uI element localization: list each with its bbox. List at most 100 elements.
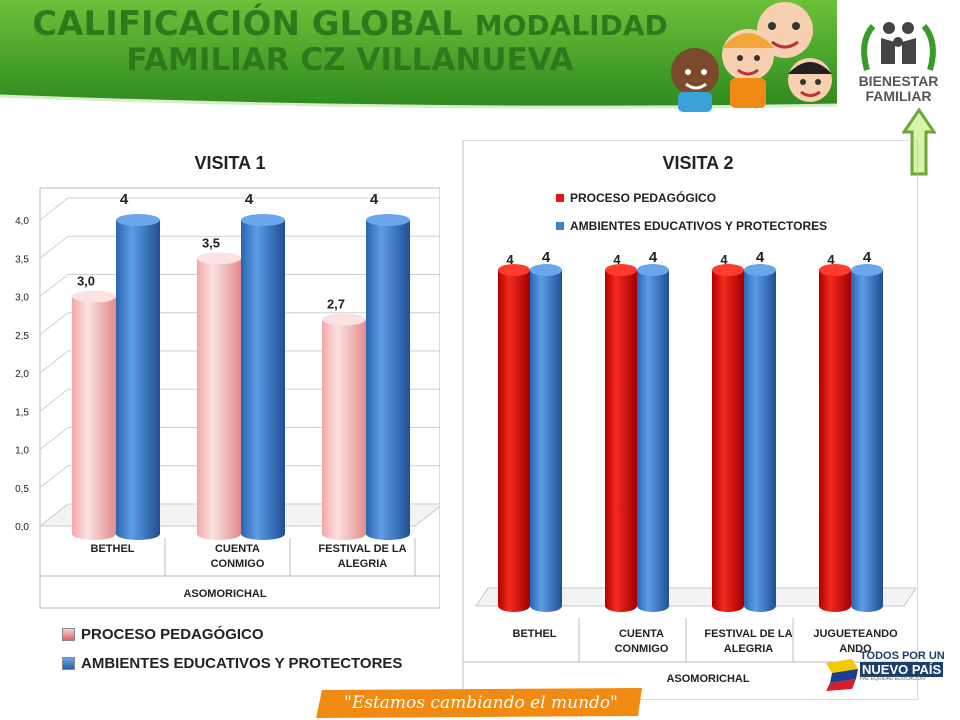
svg-text:ALEGRIA: ALEGRIA [724, 643, 774, 655]
legend-swatch [556, 222, 564, 230]
svg-text:ALEGRIA: ALEGRIA [338, 558, 388, 570]
chart2-frame [462, 140, 918, 700]
x-category-label: BETHEL [513, 628, 557, 640]
svg-text:CONMIGO: CONMIGO [615, 643, 669, 655]
title-line2: FAMILIAR CZ VILLANUEVA [126, 42, 574, 79]
data-label: 4 [756, 249, 765, 266]
gridline [39, 312, 440, 336]
legend-swatch [62, 657, 75, 670]
data-label: 4 [863, 249, 872, 266]
bar [637, 264, 669, 612]
x-category-label: FESTIVAL DE LA ALEGRIA [318, 543, 406, 570]
header-banner: CALIFICACIÓN GLOBAL MODALIDAD FAMILIAR C… [0, 0, 960, 176]
bienestar-familiar-logo: BIENESTAR FAMILIAR [837, 0, 960, 118]
gridline [39, 197, 440, 221]
page-title: CALIFICACIÓN GLOBAL MODALIDAD FAMILIAR C… [0, 4, 700, 79]
gridline [39, 388, 440, 412]
y-tick-label: 0,5 [15, 484, 29, 495]
legend-swatch [62, 628, 75, 641]
chart1-gridlines [39, 197, 440, 527]
gridline [39, 235, 440, 259]
data-label: 4 [613, 252, 621, 267]
bar [851, 264, 883, 612]
bar [366, 214, 410, 540]
children-illustration [671, 2, 832, 112]
gridline [39, 465, 440, 489]
data-label: 4 [649, 249, 658, 266]
y-tick-label: 0,0 [15, 522, 29, 533]
chart1-data-labels: 3,0 4 3,5 4 2,7 4 [77, 191, 379, 311]
legend-item: PROCESO PEDAGÓGICO [62, 620, 402, 649]
chart1-x-axis: BETHEL CUENTA CONMIGO FESTIVAL DE LA ALEGRIA [40, 538, 440, 577]
chart2-legend: PROCESO PEDAGÓGICO AMBIENTES EDUCATIVOS … [556, 190, 827, 233]
gridline [39, 427, 440, 450]
bar [197, 252, 241, 540]
chart1-title: VISITA 1 [194, 153, 265, 173]
gridline [39, 503, 440, 527]
bar [530, 264, 562, 612]
y-tick-label: 3,0 [15, 293, 29, 304]
chart1-frame [39, 187, 440, 609]
brand-line2: NUEVO PAÍS [860, 661, 944, 677]
up-arrow-icon[interactable] [902, 108, 936, 178]
svg-text:FESTIVAL DE LA: FESTIVAL DE LA [318, 543, 406, 555]
svg-text:BETHEL: BETHEL [513, 628, 557, 640]
bar [498, 264, 530, 612]
todos-por-un-nuevo-pais-logo: TODOS POR UN NUEVO PAÍS PAZ EQUIDAD EDUC… [860, 650, 960, 683]
y-tick-label: 2,5 [15, 331, 29, 342]
y-tick-label: 2,0 [15, 369, 29, 380]
chart1-bars [72, 214, 410, 540]
brand-line3: PAZ EQUIDAD EDUCACIÓN [860, 676, 925, 683]
chart2-data-labels: 4 4 4 4 4 4 4 4 [506, 249, 871, 267]
gridline [39, 350, 440, 374]
chart-visita-2: VISITA 2 PROCESO PEDAGÓGICO AMBIENTES ED… [462, 140, 918, 700]
legend-label: PROCESO PEDAGÓGICO [570, 190, 716, 205]
svg-text:ANDO: ANDO [839, 643, 872, 655]
gridline [39, 274, 440, 297]
svg-text:CUENTA: CUENTA [619, 628, 664, 640]
bar [322, 313, 366, 540]
bar [605, 264, 637, 612]
bar [72, 290, 116, 540]
title-part1: CALIFICACIÓN GLOBAL [32, 4, 463, 44]
chart1-y-axis: 0,0 0,5 1,0 1,5 2,0 2,5 3,0 3,5 4,0 [15, 216, 29, 533]
x-category-label: CUENTA CONMIGO [615, 628, 669, 655]
data-label: 4 [542, 249, 551, 266]
bar [744, 264, 776, 612]
svg-text:JUGUETEANDO: JUGUETEANDO [813, 628, 898, 640]
x-category-label: BETHEL [91, 543, 135, 555]
chart-visita-1: VISITA 1 0,0 0,5 1,0 1,5 2,0 2,5 3,0 3,5 4,0 3,0… [15, 153, 440, 609]
data-label: 4 [506, 252, 514, 267]
data-label: 4 [120, 191, 129, 208]
chart2-bars [498, 264, 883, 612]
x-category-label: FESTIVAL DE LA ALEGRIA [704, 628, 792, 655]
legend-item: AMBIENTES EDUCATIVOS Y PROTECTORES [62, 649, 402, 678]
chart2-group-label: ASOMORICHAL [666, 673, 749, 685]
data-label: 2,7 [327, 296, 345, 311]
legend-label: AMBIENTES EDUCATIVOS Y PROTECTORES [81, 655, 403, 672]
svg-text:FESTIVAL DE LA: FESTIVAL DE LA [704, 628, 792, 640]
svg-text:BETHEL: BETHEL [91, 543, 135, 555]
legend-swatch [556, 194, 564, 202]
legend-label: PROCESO PEDAGÓGICO [81, 626, 264, 643]
chart1-group-label: ASOMORICHAL [183, 588, 266, 600]
colombia-flag-icon [826, 659, 858, 691]
data-label: 4 [245, 191, 254, 208]
logo-line2: FAMILIAR [865, 88, 932, 104]
y-tick-label: 1,0 [15, 446, 29, 457]
data-label: 3,0 [77, 274, 95, 289]
footer-banner [316, 688, 642, 718]
bar [712, 264, 744, 612]
bar [819, 264, 851, 612]
footer-slogan: "Estamos cambiando el mundo" [344, 693, 618, 713]
svg-text:CONMIGO: CONMIGO [211, 558, 265, 570]
header-background [0, 0, 841, 109]
y-tick-label: 4,0 [15, 216, 29, 227]
brand-line1: TODOS POR UN [860, 650, 945, 662]
chart2-title: VISITA 2 [662, 153, 733, 173]
x-category-label: JUGUETEANDO ANDO [813, 628, 898, 655]
data-label: 3,5 [202, 235, 220, 250]
data-label: 4 [370, 191, 379, 208]
svg-text:CUENTA: CUENTA [215, 543, 260, 555]
bar [241, 214, 285, 540]
